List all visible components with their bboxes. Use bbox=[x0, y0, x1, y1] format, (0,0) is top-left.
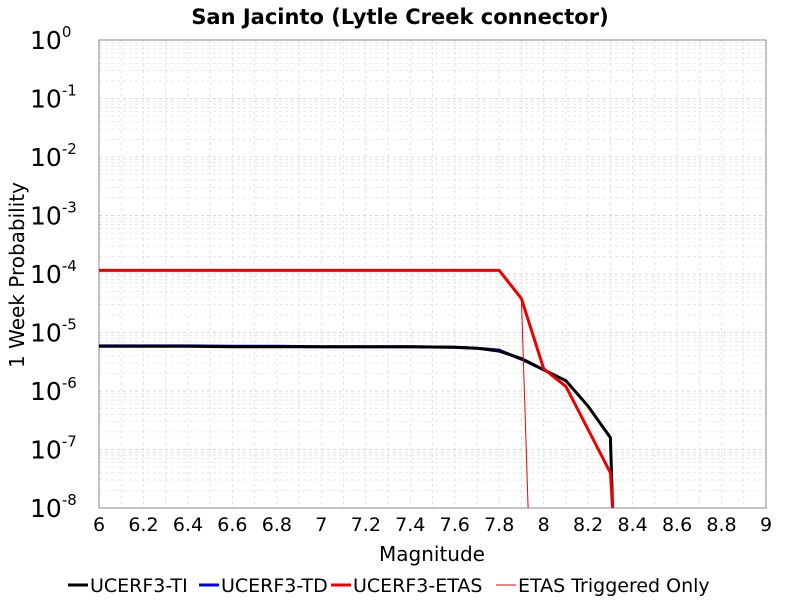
y-axis-label: 1 Week Probability bbox=[5, 182, 29, 368]
y-tick-label: 10-1 bbox=[30, 82, 77, 114]
x-axis-ticks: 6 6.2 6.4 6.6 6.8 7 7.2 7.4 7.6 7.8 8 8.2 8.4 8.6 8.8 9 bbox=[93, 514, 772, 536]
series-layer bbox=[99, 268, 615, 509]
y-tick-label: 10-6 bbox=[30, 374, 77, 406]
y-tick-label: 10-3 bbox=[30, 199, 77, 231]
x-tick-label: 6.6 bbox=[217, 514, 247, 536]
series-line-0 bbox=[99, 344, 615, 509]
x-tick-label: 7.6 bbox=[440, 514, 470, 536]
chart-title: San Jacinto (Lytle Creek connector) bbox=[191, 5, 608, 29]
x-tick-label: 7 bbox=[315, 514, 327, 536]
y-tick-label: 10-7 bbox=[30, 433, 77, 465]
legend-label: ETAS Triggered Only bbox=[518, 575, 710, 597]
y-tick-label: 10-5 bbox=[30, 316, 77, 348]
x-tick-label: 8 bbox=[538, 514, 550, 536]
x-tick-label: 6.2 bbox=[128, 514, 158, 536]
y-tick-label: 10-8 bbox=[30, 491, 77, 523]
x-tick-label: 8.6 bbox=[662, 514, 692, 536]
x-tick-label: 8.8 bbox=[706, 514, 736, 536]
x-tick-label: 8.2 bbox=[573, 514, 603, 536]
x-tick-label: 7.2 bbox=[351, 514, 381, 536]
plot-area bbox=[98, 39, 767, 509]
y-tick-label: 100 bbox=[30, 23, 71, 55]
x-tick-label: 6.8 bbox=[262, 514, 292, 536]
plot-frame bbox=[98, 39, 767, 509]
x-axis-label: Magnitude bbox=[379, 542, 485, 566]
x-tick-label: 6.4 bbox=[173, 514, 203, 536]
x-tick-label: 7.8 bbox=[484, 514, 514, 536]
x-tick-label: 9 bbox=[760, 514, 772, 536]
legend-label: UCERF3-ETAS bbox=[353, 575, 482, 597]
y-tick-label: 10-4 bbox=[30, 257, 77, 289]
legend-label: UCERF3-TI bbox=[90, 575, 188, 597]
x-tick-label: 8.4 bbox=[617, 514, 647, 536]
series-line-3 bbox=[520, 298, 529, 509]
x-tick-label: 7.4 bbox=[395, 514, 425, 536]
y-axis-ticks: 100 10-1 10-2 10-3 10-4 10-5 10-6 10-7 10-8 bbox=[30, 23, 77, 523]
x-tick-label: 6 bbox=[93, 514, 105, 536]
legend-label: UCERF3-TD bbox=[221, 575, 328, 597]
legend: UCERF3-TI UCERF3-TD UCERF3-ETAS ETAS Trigge… bbox=[68, 575, 710, 597]
y-tick-label: 10-2 bbox=[30, 140, 77, 172]
series-line-2 bbox=[99, 268, 615, 509]
